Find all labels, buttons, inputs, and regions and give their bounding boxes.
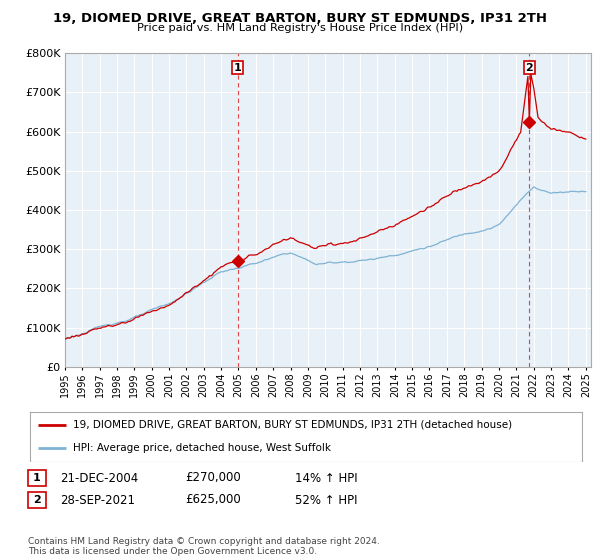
Text: 19, DIOMED DRIVE, GREAT BARTON, BURY ST EDMUNDS, IP31 2TH: 19, DIOMED DRIVE, GREAT BARTON, BURY ST …: [53, 12, 547, 25]
Text: 2: 2: [526, 63, 533, 73]
Bar: [28, 492, 46, 508]
Text: 21-DEC-2004: 21-DEC-2004: [60, 472, 138, 484]
Text: £625,000: £625,000: [185, 493, 241, 506]
Text: 14% ↑ HPI: 14% ↑ HPI: [295, 472, 358, 484]
Text: £270,000: £270,000: [185, 472, 241, 484]
Text: Price paid vs. HM Land Registry's House Price Index (HPI): Price paid vs. HM Land Registry's House …: [137, 23, 463, 33]
Text: 2: 2: [33, 495, 41, 505]
Text: Contains HM Land Registry data © Crown copyright and database right 2024.: Contains HM Land Registry data © Crown c…: [28, 538, 380, 547]
Text: 52% ↑ HPI: 52% ↑ HPI: [295, 493, 358, 506]
Bar: [28, 470, 46, 486]
Text: 19, DIOMED DRIVE, GREAT BARTON, BURY ST EDMUNDS, IP31 2TH (detached house): 19, DIOMED DRIVE, GREAT BARTON, BURY ST …: [73, 419, 512, 430]
Text: 28-SEP-2021: 28-SEP-2021: [60, 493, 135, 506]
Text: This data is licensed under the Open Government Licence v3.0.: This data is licensed under the Open Gov…: [28, 548, 317, 557]
Text: 1: 1: [33, 473, 41, 483]
Text: 1: 1: [234, 63, 242, 73]
Text: HPI: Average price, detached house, West Suffolk: HPI: Average price, detached house, West…: [73, 443, 331, 453]
